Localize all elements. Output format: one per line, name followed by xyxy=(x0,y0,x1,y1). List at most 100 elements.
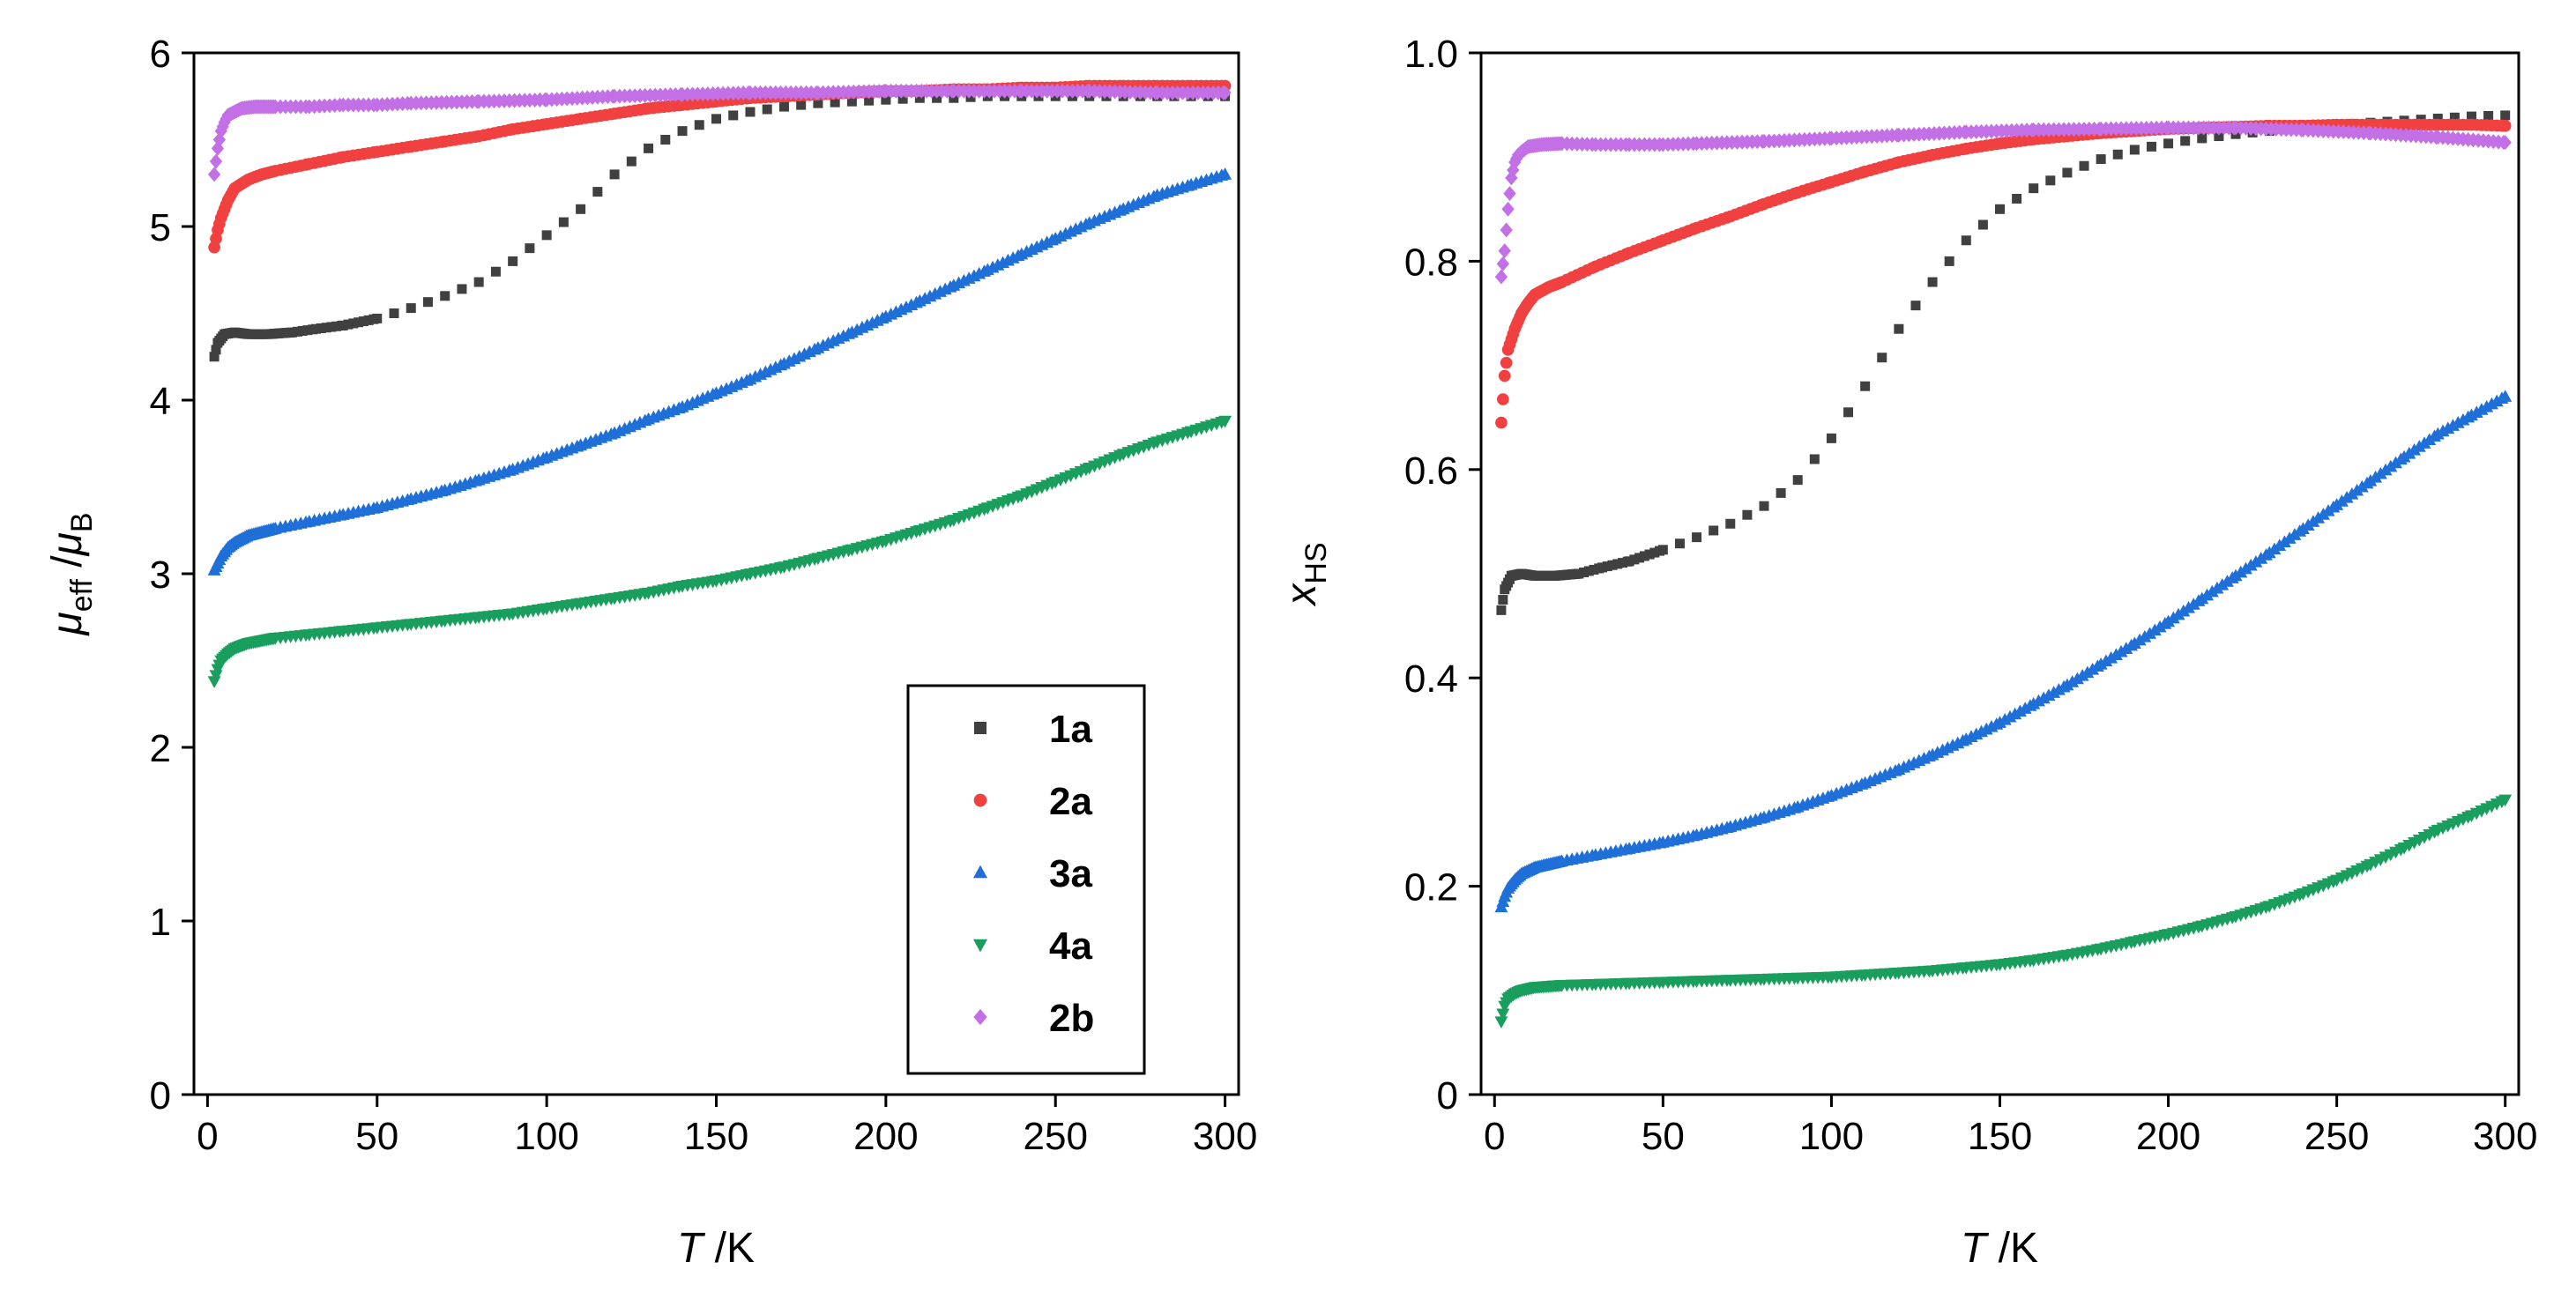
x-tick-label: 300 xyxy=(2473,1115,2537,1158)
data-point-1a xyxy=(1910,301,1921,311)
legend-marker-1a xyxy=(974,722,986,734)
data-point-1a xyxy=(2483,111,2494,122)
data-point-2b xyxy=(1494,269,1508,285)
y-tick-label: 1.0 xyxy=(1404,33,1458,76)
data-point-1a xyxy=(1597,562,1608,573)
x-axis-label-symbol: T xyxy=(677,1225,706,1272)
legend-label-2b: 2b xyxy=(1049,997,1094,1040)
data-point-1a xyxy=(2079,160,2089,171)
data-point-1a xyxy=(1639,551,1649,561)
data-point-1a xyxy=(473,277,484,287)
data-point-1a xyxy=(609,169,620,180)
data-point-1a xyxy=(1612,559,1623,569)
data-point-1a xyxy=(1894,323,1904,334)
data-point-1a xyxy=(326,322,337,332)
x-tick-label: 0 xyxy=(197,1115,218,1158)
legend: 1a 2a 3a 4a 2b xyxy=(906,684,1146,1075)
legend-marker-4a xyxy=(972,939,988,953)
data-point-1a xyxy=(1692,532,1702,543)
axis-ticks: 0 50 100 150 200 250 300 0 1 2 3 4 5 6 xyxy=(150,33,1258,1158)
data-point-1a xyxy=(1607,560,1618,570)
data-point-1a xyxy=(626,156,637,167)
y-label-slash: / xyxy=(44,555,91,579)
legend-marker-2a xyxy=(973,793,987,807)
data-point-1a xyxy=(1826,433,1836,443)
data-point-1a xyxy=(211,345,221,355)
data-point-1a xyxy=(1877,353,1887,363)
series-4a xyxy=(207,415,1232,688)
data-point-2b xyxy=(209,153,223,169)
data-point-1a xyxy=(897,93,908,104)
data-point-1a xyxy=(1809,454,1820,464)
data-point-1a xyxy=(830,97,840,108)
data-point-2b xyxy=(212,132,227,147)
data-point-1a xyxy=(2197,133,2207,144)
data-point-4a xyxy=(2498,794,2513,807)
x-tick-label: 150 xyxy=(684,1115,748,1158)
data-point-2b xyxy=(1503,186,1516,202)
data-point-1a xyxy=(694,120,704,130)
data-point-1a xyxy=(2500,110,2511,121)
data-point-1a xyxy=(348,318,359,329)
x-axis-label: T /K xyxy=(677,1225,755,1272)
data-point-1a xyxy=(287,327,298,338)
data-point-1a xyxy=(1995,204,2005,214)
series-3a xyxy=(1494,390,2513,913)
data-point-3a xyxy=(2081,665,2095,679)
series-2a xyxy=(1495,118,2512,429)
data-point-1a xyxy=(2146,141,2156,152)
y-label-sub-b: B xyxy=(65,512,99,532)
y-tick-label: 4 xyxy=(150,380,171,423)
data-point-1a xyxy=(1624,556,1634,567)
x-axis-label-unit: /K xyxy=(1986,1225,2038,1272)
data-point-1a xyxy=(1574,568,1584,579)
y-tick-label: 2 xyxy=(150,727,171,770)
data-point-1a xyxy=(728,110,739,121)
data-point-1a xyxy=(292,326,302,337)
data-point-1a xyxy=(864,95,875,106)
x-tick-label: 300 xyxy=(1193,1115,1257,1158)
data-point-1a xyxy=(660,135,671,145)
data-point-1a xyxy=(778,101,789,112)
data-point-3a xyxy=(2114,644,2128,657)
data-point-1a xyxy=(490,266,501,277)
data-point-4a xyxy=(1218,415,1232,428)
data-point-1a xyxy=(846,96,857,107)
x-tick-label: 100 xyxy=(514,1115,578,1158)
data-point-3a xyxy=(2070,672,2084,685)
data-point-1a xyxy=(440,291,450,301)
y-tick-label: 0.4 xyxy=(1404,657,1458,701)
data-point-1a xyxy=(965,92,976,102)
data-point-1a xyxy=(2467,111,2476,122)
plot-area-mu-eff xyxy=(207,79,1232,688)
data-point-3a xyxy=(2109,648,2123,661)
y-tick-label: 0 xyxy=(150,1074,171,1118)
data-point-1a xyxy=(338,320,348,330)
data-point-1a xyxy=(796,100,807,110)
y-tick-label: 0.2 xyxy=(1404,866,1458,910)
data-point-3a xyxy=(2119,642,2133,654)
data-point-3a xyxy=(2060,678,2074,691)
data-point-1a xyxy=(302,325,313,336)
data-point-2b xyxy=(1498,243,1511,259)
x-tick-label: 50 xyxy=(1642,1115,1685,1158)
data-point-1a xyxy=(592,187,603,197)
data-point-1a xyxy=(372,313,383,323)
data-point-1a xyxy=(2062,167,2073,178)
data-point-2a xyxy=(1497,393,1509,405)
data-point-1a xyxy=(2214,131,2224,142)
data-point-1a xyxy=(316,323,326,333)
x-tick-label: 150 xyxy=(1968,1115,2032,1158)
data-point-1a xyxy=(1634,553,1645,563)
data-point-1a xyxy=(1674,538,1685,549)
data-point-1a xyxy=(2096,154,2106,165)
data-point-2a xyxy=(2498,119,2512,132)
data-point-1a xyxy=(1977,219,1988,230)
legend-label-1a: 1a xyxy=(1049,708,1092,751)
y-tick-label: 0.6 xyxy=(1404,449,1458,493)
data-point-1a xyxy=(1709,525,1719,536)
data-point-3a xyxy=(2075,669,2089,681)
data-point-1a xyxy=(1629,554,1640,565)
x-tick-label: 250 xyxy=(2304,1115,2369,1158)
